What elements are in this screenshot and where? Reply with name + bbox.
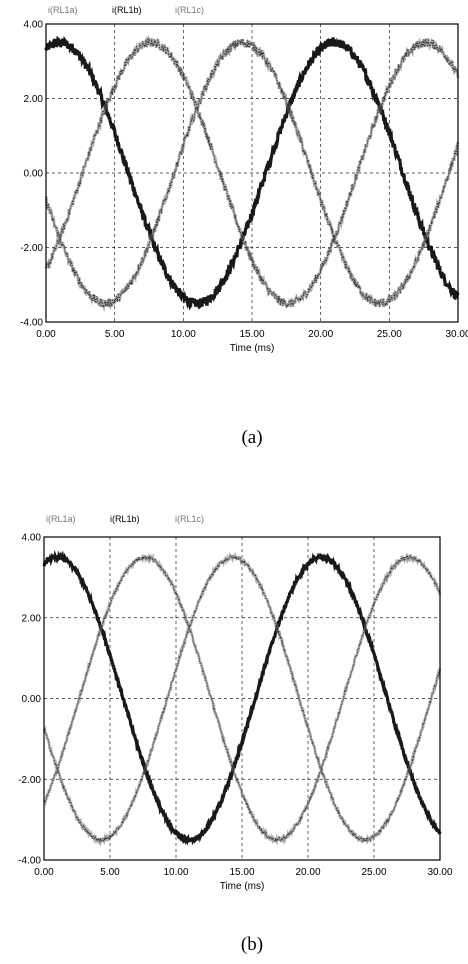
legend-entry: i(RL1c): [175, 514, 204, 524]
legend-entry: i(RL1b): [110, 514, 140, 524]
x-tick-label: 20.00: [308, 329, 333, 340]
x-axis-label: Time (ms): [220, 881, 265, 892]
y-tick-label: 0.00: [24, 169, 44, 180]
y-tick-label: 0.00: [22, 694, 42, 705]
series-texture-irl1c: [43, 554, 441, 843]
y-tick-label: -4.00: [18, 856, 41, 867]
y-tick-label: 2.00: [22, 613, 42, 624]
legend-entry: i(RL1b): [112, 5, 142, 15]
x-tick-label: 5.00: [105, 329, 125, 340]
x-tick-label: 10.00: [163, 867, 188, 878]
x-axis-label: Time (ms): [230, 343, 275, 354]
figure-caption: (b): [241, 934, 263, 955]
x-tick-label: 30.00: [427, 867, 452, 878]
plot-frame: [43, 536, 441, 861]
y-tick-label: 2.00: [24, 94, 44, 105]
x-tick-label: 25.00: [377, 329, 402, 340]
x-tick-label: 0.00: [36, 329, 56, 340]
series-line-irl1a: [44, 35, 460, 311]
y-tick-label: 4.00: [22, 533, 42, 544]
legend-entry: i(RL1c): [175, 5, 204, 15]
x-tick-label: 10.00: [171, 329, 196, 340]
series-texture-irl1b: [45, 37, 459, 308]
x-tick-label: 15.00: [239, 329, 264, 340]
x-tick-label: 15.00: [229, 867, 254, 878]
chart-a: 4.002.000.00-2.00-4.000.00 5.00 10.00 15.00…: [20, 5, 468, 448]
y-tick-label: -2.00: [20, 243, 43, 254]
series-texture-irl1c: [45, 38, 459, 309]
figure-caption: (a): [241, 427, 262, 448]
series-texture-irl1b: [43, 554, 441, 843]
x-tick-label: 20.00: [295, 867, 320, 878]
chart-b: 4.002.000.00-2.00-4.000.00 5.00 10.00 15.00…: [18, 514, 453, 955]
x-tick-label: 25.00: [361, 867, 386, 878]
y-tick-label: -2.00: [18, 775, 41, 786]
y-tick-label: -4.00: [20, 318, 43, 329]
y-tick-label: 4.00: [24, 20, 44, 31]
legend-entry: i(RL1a): [48, 5, 78, 15]
x-tick-label: 30.00: [445, 329, 468, 340]
legend-entry: i(RL1a): [46, 514, 76, 524]
plot-frame: [45, 23, 459, 323]
series-line-irl1a: [42, 549, 442, 846]
x-tick-label: 0.00: [34, 867, 54, 878]
x-tick-label: 5.00: [100, 867, 120, 878]
